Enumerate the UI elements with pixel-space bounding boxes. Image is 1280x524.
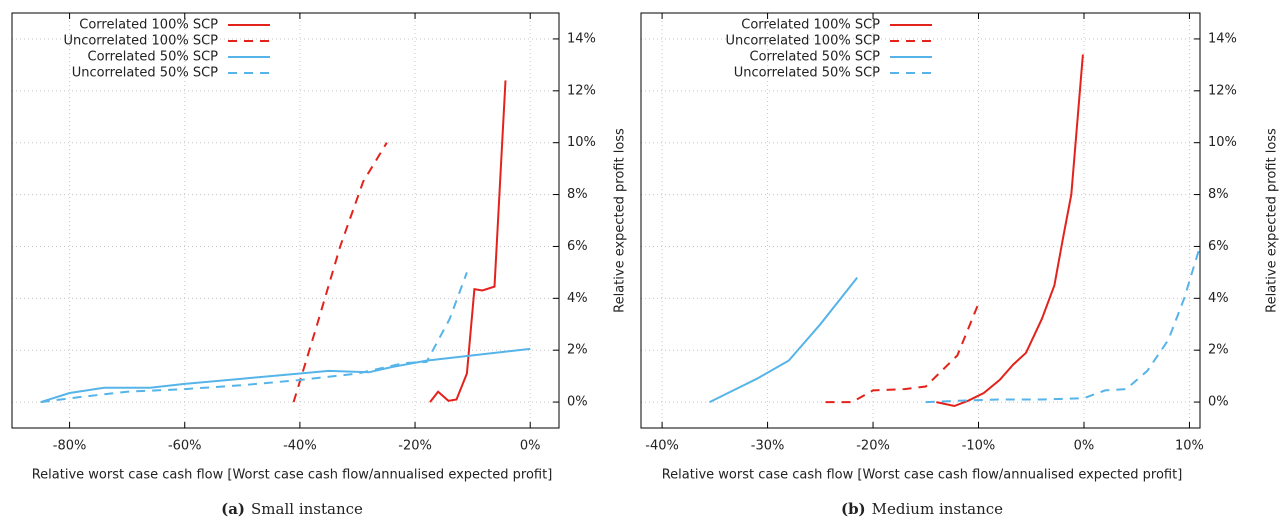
caption: (a) Small instance	[221, 500, 363, 518]
y-tick-label: 12%	[567, 83, 596, 98]
legend-label: Correlated 50% SCP	[750, 50, 881, 65]
legend-label: Correlated 50% SCP	[88, 50, 219, 65]
y-tick-label: 0%	[567, 395, 588, 410]
x-tick-label: -10%	[962, 439, 996, 454]
y-tick-label: 10%	[1208, 135, 1237, 150]
y-tick-label: 8%	[1208, 187, 1229, 202]
y-tick-label: 4%	[567, 291, 588, 306]
legend-label: Uncorrelated 50% SCP	[734, 66, 880, 81]
y-axis-label: Relative expected profit loss	[1265, 128, 1280, 313]
x-tick-label: -60%	[168, 439, 202, 454]
x-tick-label: -40%	[645, 439, 679, 454]
series-line	[936, 54, 1084, 408]
y-tick-label: 10%	[567, 135, 596, 150]
x-tick-label: 0%	[1074, 439, 1095, 454]
series-line	[825, 303, 980, 404]
series-line	[429, 80, 507, 403]
plot-frame	[640, 12, 1201, 429]
series-line	[40, 347, 531, 404]
caption-label: (a)	[221, 500, 245, 518]
x-tick-label: -40%	[283, 439, 317, 454]
x-tick-label: 10%	[1175, 439, 1204, 454]
y-tick-label: 6%	[567, 239, 588, 254]
y-tick-label: 14%	[567, 31, 596, 46]
legend-label: Correlated 100% SCP	[79, 18, 218, 33]
plot-frame	[11, 12, 560, 429]
x-tick-label: -20%	[398, 439, 432, 454]
y-tick-label: 4%	[1208, 291, 1229, 306]
x-tick-label: -30%	[751, 439, 785, 454]
legend-label: Uncorrelated 50% SCP	[72, 66, 218, 81]
y-tick-label: 14%	[1208, 31, 1237, 46]
caption-text: Medium instance	[872, 500, 1003, 518]
x-tick-label: -20%	[856, 439, 890, 454]
y-axis-label: Relative expected profit loss	[613, 128, 628, 313]
x-tick-label: 0%	[520, 439, 541, 454]
legend-label: Correlated 100% SCP	[741, 18, 880, 33]
y-tick-label: 12%	[1208, 83, 1237, 98]
legend-label: Uncorrelated 100% SCP	[725, 34, 880, 49]
y-tick-label: 6%	[1208, 239, 1229, 254]
series-line	[709, 276, 858, 403]
y-tick-label: 0%	[1208, 395, 1229, 410]
caption: (b) Medium instance	[841, 500, 1003, 518]
y-tick-label: 8%	[567, 187, 588, 202]
caption-text: Small instance	[251, 500, 363, 518]
series-line	[40, 272, 468, 404]
series-line	[292, 142, 388, 403]
x-tick-label: -80%	[53, 439, 87, 454]
caption-label: (b)	[841, 500, 866, 518]
x-axis-label: Relative worst case cash flow [Worst cas…	[662, 468, 1183, 483]
series-line	[925, 246, 1201, 404]
legend-label: Uncorrelated 100% SCP	[63, 34, 218, 49]
y-tick-label: 2%	[1208, 343, 1229, 358]
y-tick-label: 2%	[567, 343, 588, 358]
x-axis-label: Relative worst case cash flow [Worst cas…	[32, 468, 553, 483]
